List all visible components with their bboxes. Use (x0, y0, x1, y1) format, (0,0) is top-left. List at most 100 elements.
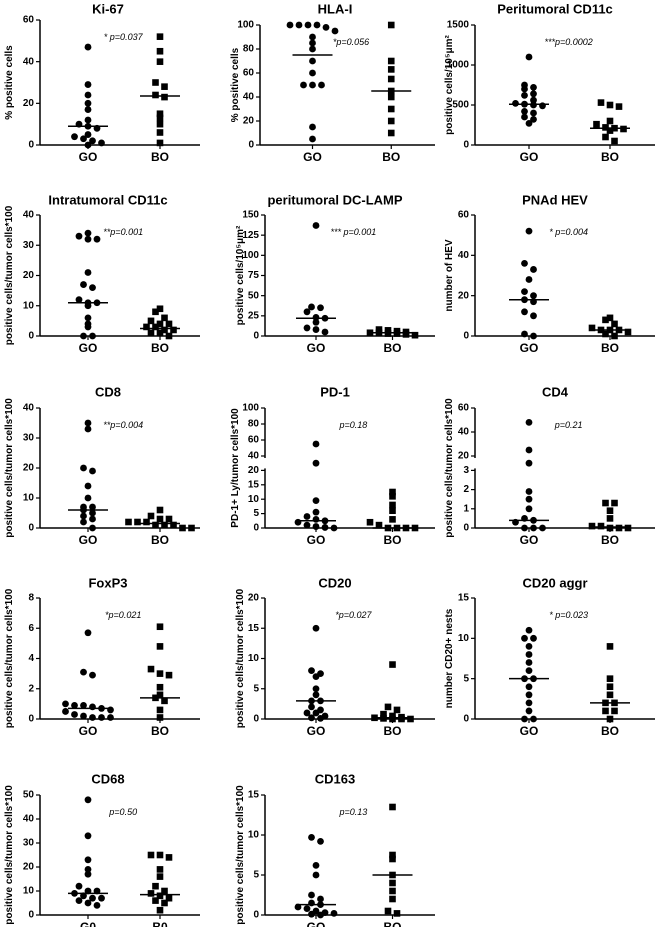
y-tick-label: 40 (23, 814, 35, 825)
data-point-bo (165, 671, 173, 679)
y-tick-label: 60 (243, 68, 255, 79)
x-tick-label: BO (601, 533, 619, 547)
x-tick-label: BO (151, 341, 169, 355)
p-value-annotation: *p=0.021 (105, 610, 141, 620)
data-point-go (530, 84, 537, 91)
data-point-go (312, 497, 320, 505)
y-tick-label: 50 (248, 290, 260, 301)
data-point-bo (188, 524, 195, 532)
data-point-go (525, 626, 533, 634)
data-point-go (80, 512, 87, 520)
data-point-b0 (165, 894, 173, 902)
data-point-go (71, 133, 78, 141)
data-point-b0 (147, 851, 155, 859)
x-tick-label: BO (151, 533, 169, 547)
data-point-go (89, 524, 96, 532)
data-point-bo (615, 103, 623, 110)
y-tick-label: 30 (23, 240, 35, 251)
data-point-bo (606, 715, 614, 723)
data-point-bo (161, 93, 168, 101)
data-point-bo (389, 488, 396, 496)
data-point-bo (147, 317, 155, 325)
p-value-annotation: **p=0.004 (103, 420, 143, 430)
data-point-bo (156, 129, 164, 136)
data-point-go (525, 227, 533, 235)
data-point-bo (602, 499, 609, 507)
y-tick-label: 0 (28, 140, 34, 151)
data-point-go (525, 505, 533, 513)
data-point-bo (588, 522, 596, 530)
y-tick-label: 1000 (447, 60, 470, 71)
x-tick-label: GO (520, 724, 539, 738)
y-tick-label: 0 (463, 140, 469, 151)
chart-title: CD68 (91, 771, 124, 786)
data-point-bo (389, 501, 396, 509)
y-tick-label: 30 (23, 838, 35, 849)
chart-title: CD4 (542, 384, 569, 399)
chart-title: CD20 aggr (522, 575, 587, 590)
y-tick-label: 5 (253, 870, 259, 881)
y-axis-label: % positive cells (230, 47, 241, 122)
data-point-bo (387, 66, 395, 73)
p-value-annotation: p=0.50 (108, 807, 137, 817)
data-point-bo (384, 703, 392, 711)
data-point-go (322, 24, 330, 31)
y-tick-label: 60 (458, 210, 470, 221)
data-point-go (530, 292, 537, 300)
data-point-go (71, 701, 78, 709)
y-tick-label: 40 (458, 250, 470, 261)
data-point-go (530, 96, 537, 104)
x-tick-label: GO (307, 533, 326, 547)
y-tick-label: 10 (458, 633, 470, 644)
data-point-go (309, 33, 316, 41)
y-tick-label: 0 (253, 714, 259, 725)
data-point-bo (156, 329, 164, 337)
data-point-go (84, 425, 92, 433)
data-point-bo (389, 879, 396, 887)
data-point-go (317, 838, 324, 845)
p-value-annotation: * p=0.023 (549, 610, 588, 620)
panel-peritumoral-cd11c: Peritumoral CD11c positive cells/10⁵μm² 0 5… (444, 1, 655, 164)
data-point-go (312, 673, 320, 681)
y-tick-label: 10 (23, 493, 35, 504)
x-tick-label: GO (79, 341, 98, 355)
data-point-go (521, 260, 528, 267)
data-point-bo (611, 320, 618, 328)
y-tick-label: 30 (23, 433, 35, 444)
panel-intratumoral-cd11c: Intratumoral CD11c positive cells/tumor c… (4, 192, 200, 355)
data-point-bo (602, 330, 609, 338)
data-point-bo (152, 91, 159, 99)
data-point-go (303, 521, 311, 529)
data-point-go (312, 222, 320, 229)
data-point-go (84, 494, 92, 502)
data-point-bo (147, 512, 155, 520)
data-point-go (321, 524, 329, 531)
data-point-go (530, 715, 537, 723)
data-point-go (84, 323, 92, 331)
y-tick-label: 15 (458, 593, 470, 604)
x-tick-label: BO (601, 150, 619, 164)
y-tick-label: 20 (248, 593, 260, 604)
data-point-bo (597, 99, 605, 106)
y-tick-label: 10 (248, 830, 260, 841)
data-point-bo (165, 515, 173, 523)
y-tick-label: 500 (452, 100, 469, 111)
data-point-bo (156, 691, 164, 699)
data-point-bo (165, 332, 173, 340)
data-point-go (308, 303, 315, 311)
data-point-go (317, 911, 324, 919)
data-point-bo (156, 110, 164, 118)
data-point-go (80, 281, 87, 288)
data-point-go (539, 524, 546, 532)
data-point-go (312, 440, 320, 448)
data-point-bo (156, 47, 164, 55)
data-point-b0 (161, 887, 168, 895)
y-tick-label: 20 (23, 98, 35, 109)
data-point-bo (606, 691, 614, 699)
data-point-bo (411, 524, 419, 532)
data-point-go (84, 419, 92, 427)
y-tick-label: 80 (248, 419, 260, 430)
data-point-go (530, 90, 537, 98)
x-tick-label: GO (307, 341, 326, 355)
x-tick-label: GO (79, 150, 98, 164)
